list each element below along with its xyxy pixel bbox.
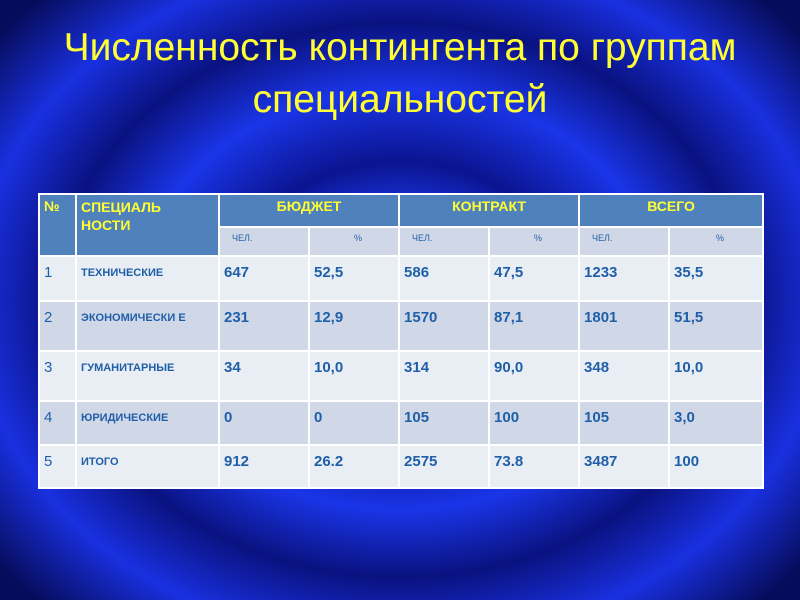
header-contract: КОНТРАКТ xyxy=(398,193,581,228)
header-num: № xyxy=(38,193,77,257)
table-row: 3 ГУМАНИТАРНЫЕ 34 10,0 314 90,0 348 10,0 xyxy=(38,350,765,402)
enrollment-table: № СПЕЦИАЛЬ НОСТИ БЮДЖЕТ КОНТРАКТ ВСЕГО Ч… xyxy=(38,193,765,489)
row-value: 52,5 xyxy=(307,255,401,302)
table-row: 2 ЭКОНОМИЧЕСКИ Е 231 12,9 1570 87,1 1801 51,5 xyxy=(38,300,765,352)
row-value: 314 xyxy=(398,350,491,402)
subheader-row: ЧЕЛ. % ЧЕЛ. % ЧЕЛ. % xyxy=(39,226,765,257)
row-value: 348 xyxy=(578,350,671,402)
row-value: 1801 xyxy=(578,300,671,352)
row-value: 26.2 xyxy=(307,444,401,489)
row-value: 100 xyxy=(488,400,581,446)
row-value: 73.8 xyxy=(488,444,581,489)
row-value: 0 xyxy=(307,400,401,446)
row-value: 10,0 xyxy=(307,350,401,402)
subheader: ЧЕЛ. xyxy=(398,226,491,257)
header-budget: БЮДЖЕТ xyxy=(217,193,401,228)
row-specialty: ТЕХНИЧЕСКИЕ xyxy=(75,255,220,302)
header-total: ВСЕГО xyxy=(578,193,765,228)
table-row: 5 ИТОГО 912 26.2 2575 73.8 3487 100 xyxy=(38,444,765,489)
row-value: 3,0 xyxy=(668,400,765,446)
row-value: 1570 xyxy=(398,300,491,352)
row-value: 51,5 xyxy=(668,300,765,352)
row-number: 3 xyxy=(38,350,77,402)
row-value: 100 xyxy=(668,444,765,489)
row-value: 47,5 xyxy=(488,255,581,302)
subheader: ЧЕЛ. xyxy=(218,226,310,257)
header-specialty: СПЕЦИАЛЬ НОСТИ xyxy=(75,193,220,257)
row-value: 12,9 xyxy=(307,300,401,352)
row-value: 90,0 xyxy=(488,350,581,402)
row-value: 912 xyxy=(218,444,310,489)
row-specialty: ЮРИДИЧЕСКИЕ xyxy=(75,400,220,446)
row-specialty: ГУМАНИТАРНЫЕ xyxy=(75,350,220,402)
header-row: № СПЕЦИАЛЬ НОСТИ БЮДЖЕТ КОНТРАКТ ВСЕГО xyxy=(38,193,765,257)
subheader: % xyxy=(488,226,581,257)
row-value: 586 xyxy=(398,255,491,302)
row-value: 1233 xyxy=(578,255,671,302)
row-value: 10,0 xyxy=(668,350,765,402)
row-number: 1 xyxy=(38,255,77,302)
subheader: % xyxy=(307,226,401,257)
row-value: 2575 xyxy=(398,444,491,489)
table-row: 1 ТЕХНИЧЕСКИЕ 647 52,5 586 47,5 1233 35,5 xyxy=(38,255,765,302)
row-value: 35,5 xyxy=(668,255,765,302)
row-specialty: ИТОГО xyxy=(75,444,220,489)
subheader: ЧЕЛ. xyxy=(578,226,671,257)
row-value: 105 xyxy=(578,400,671,446)
row-value: 87,1 xyxy=(488,300,581,352)
row-number: 2 xyxy=(38,300,77,352)
row-number: 5 xyxy=(38,444,77,489)
row-specialty: ЭКОНОМИЧЕСКИ Е xyxy=(75,300,220,352)
table-row: 4 ЮРИДИЧЕСКИЕ 0 0 105 100 105 3,0 xyxy=(38,400,765,446)
row-value: 3487 xyxy=(578,444,671,489)
row-value: 34 xyxy=(218,350,310,402)
slide-title: Численность контингента по группам специ… xyxy=(63,26,737,121)
row-value: 231 xyxy=(218,300,310,352)
subheader: % xyxy=(668,226,765,257)
row-number: 4 xyxy=(38,400,77,446)
row-value: 105 xyxy=(398,400,491,446)
row-value: 647 xyxy=(218,255,310,302)
row-value: 0 xyxy=(218,400,310,446)
